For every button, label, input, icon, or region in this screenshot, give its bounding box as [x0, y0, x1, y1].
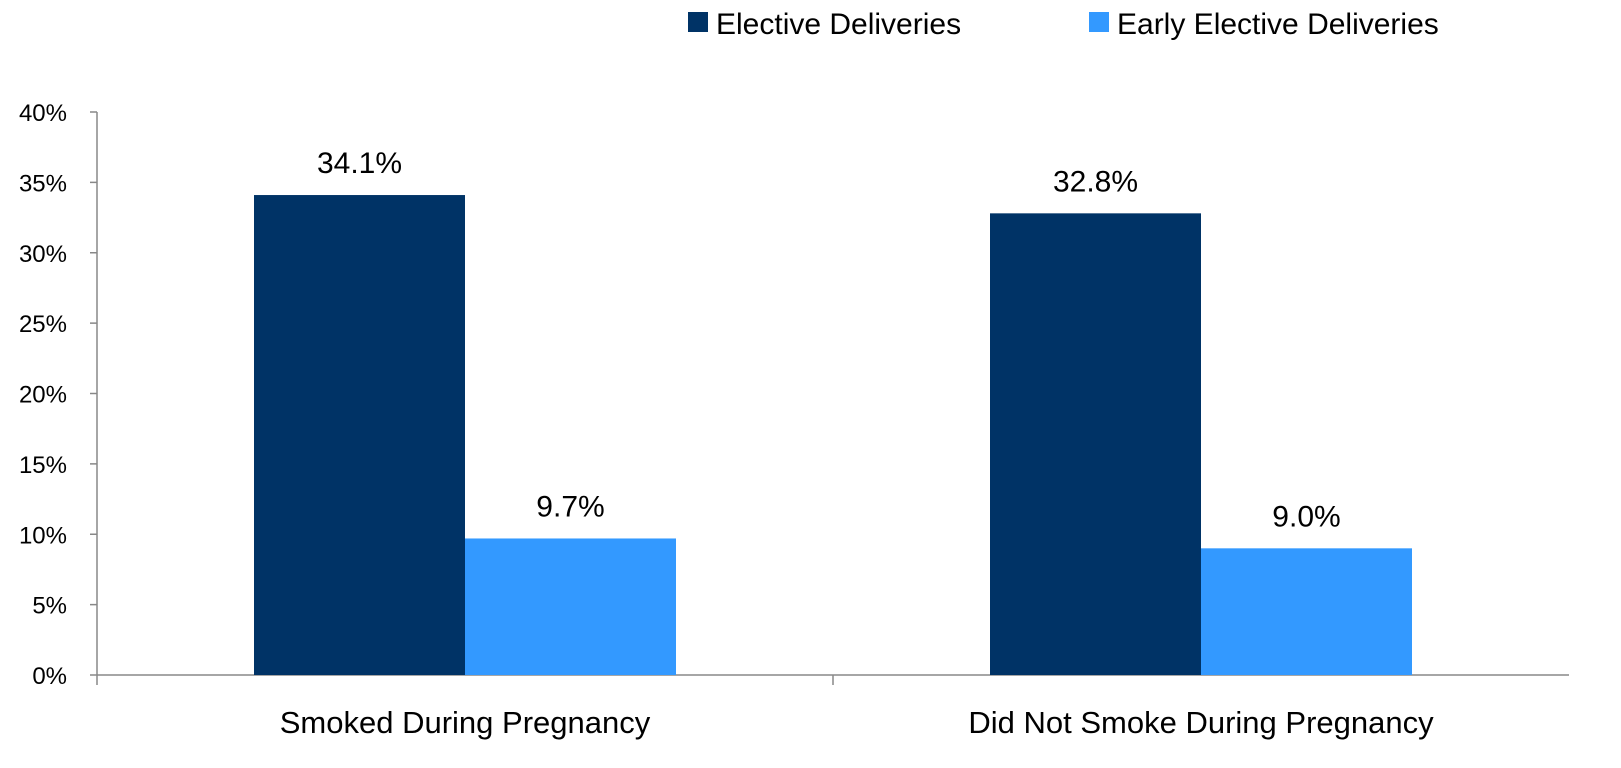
legend-swatch [1089, 12, 1109, 32]
y-tick-label: 0% [32, 663, 67, 690]
y-tick-label: 10% [19, 522, 67, 549]
x-category-label: Did Not Smoke During Pregnancy [968, 705, 1434, 740]
y-axis: 0% 5% 10% 15% 20% 25% 30% 35% 40% [19, 100, 98, 690]
data-labels: 34.1% 9.7% 32.8% 9.0% [317, 147, 1341, 533]
bar-data-label: 9.0% [1272, 500, 1340, 533]
bar [465, 538, 676, 675]
bar-data-label: 9.7% [536, 490, 604, 523]
bar-series [254, 195, 1412, 676]
bar [1201, 548, 1412, 675]
y-tick-label: 5% [32, 593, 67, 620]
y-tick-label: 30% [19, 241, 67, 268]
legend-label: Elective Deliveries [716, 8, 961, 41]
bar-data-label: 34.1% [317, 147, 402, 180]
bar [990, 213, 1201, 675]
y-tick-label: 15% [19, 452, 67, 479]
y-tick-label: 35% [19, 170, 67, 197]
x-axis: Smoked During Pregnancy Did Not Smoke Dur… [97, 674, 1569, 740]
y-tick-label: 25% [19, 311, 67, 338]
legend-label: Early Elective Deliveries [1117, 8, 1439, 41]
x-category-label: Smoked During Pregnancy [280, 705, 651, 740]
y-tick-label: 40% [19, 100, 67, 127]
bar-data-label: 32.8% [1053, 165, 1138, 198]
y-tick-label: 20% [19, 382, 67, 409]
bar [254, 195, 465, 676]
legend: Elective Deliveries Early Elective Delive… [688, 8, 1439, 41]
legend-swatch [688, 12, 708, 32]
